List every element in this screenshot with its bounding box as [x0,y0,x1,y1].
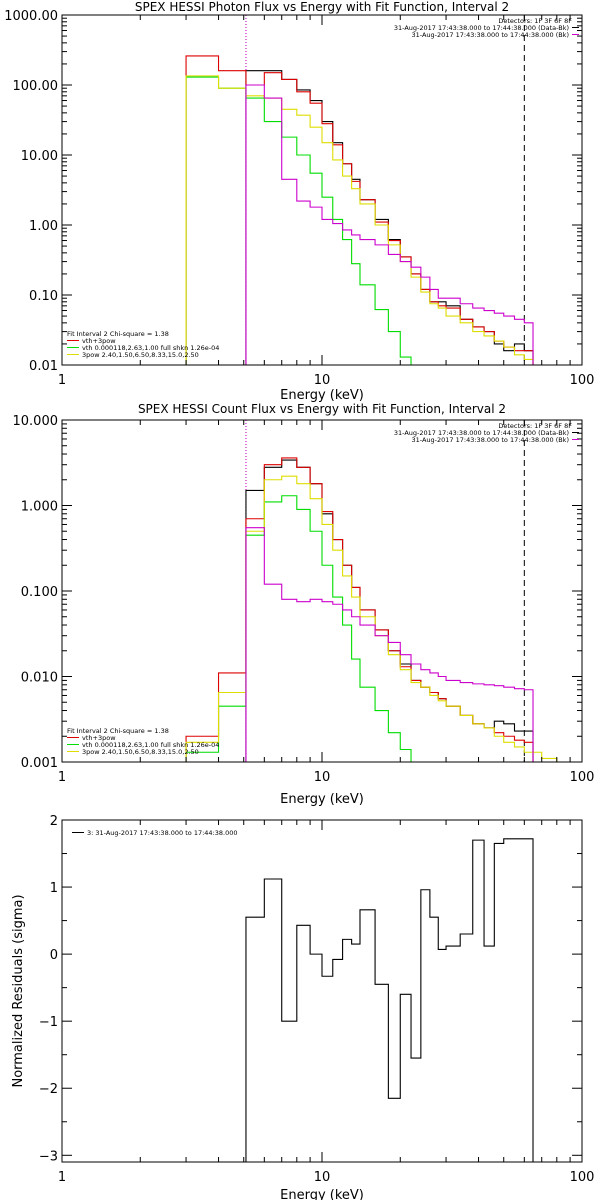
plot-panel-1: SPEX HESSI Photon Flux vs Energy with Fi… [4,0,594,403]
plot-frame [61,419,583,763]
legend-entry: vth 0.000118,2.63,1.00 full shkn 1.26e-0… [82,741,219,749]
x-tick-label: 100 [570,1170,595,1185]
legend-entry: vth+3pow [82,734,116,742]
chart-title: SPEX HESSI Photon Flux vs Energy with Fi… [135,0,509,14]
legend-header: Fit Interval 2 Chi-square = 1.38 [67,330,169,338]
x-tick-label: 1 [58,373,66,388]
series-line-5 [245,527,534,762]
y-tick-label: 10.00 [21,149,58,164]
x-tick-label: 100 [570,770,595,785]
series-line-1 [245,459,534,762]
legend-entry: 31-Aug-2017 17:43:38.000 to 17:44:38.000… [412,436,569,444]
series-line-4 [185,75,534,365]
legend-entry: 3pow 2.40,1.50,6.50,8.33,15.0,2.50 [82,748,199,756]
series-group [185,457,566,762]
series-line-4 [185,475,566,762]
y-tick-label: −3 [39,1149,58,1164]
y-tick-label: 0.010 [21,671,58,686]
y-tick-label: 1000.00 [4,9,58,24]
x-axis: 1 10 100 Energy (keV) [58,820,595,1203]
plot-frame [61,819,583,1163]
y-axis-label: Normalized Residuals (sigma) [11,894,26,1087]
series-group [185,55,534,365]
x-tick-label: 100 [570,373,595,388]
x-tick-label: 1 [58,1170,66,1185]
plot-panel-2: SPEX HESSI Count Flux vs Energy with Fit… [13,402,595,807]
legend-entry: 3: 31-Aug-2017 17:43:38.000 to 17:44:38.… [87,829,238,837]
series-line-1 [245,70,534,365]
y-axis: −3 −2 −1 0 1 2 Normalized Residuals (sigma) [11,814,582,1164]
series-group [245,838,534,1162]
legend-header: Detectors: 1F 3F 6F 8F [498,422,572,430]
y-axis: 0.01 0.10 1.00 10.00 100.00 1000.00 [4,9,582,374]
x-tick-label: 10 [314,1170,331,1185]
y-tick-label: 100.00 [13,79,59,94]
y-tick-label: 0.001 [21,756,58,771]
y-axis: 0.001 0.010 0.100 1.000 10.000 [13,414,582,771]
y-tick-label: 10.000 [13,414,59,429]
series-line-2 [185,55,534,365]
plot-panel-3: 1 10 100 Energy (keV) −3 −2 −1 0 1 2 Normalized Re… [11,814,595,1203]
legend-entry: 31-Aug-2017 17:43:38.000 to 17:44:38.000… [394,429,569,437]
legend-top: 3: 31-Aug-2017 17:43:38.000 to 17:44:38.… [72,829,238,837]
legend-entry: 31-Aug-2017 17:43:38.000 to 17:44:38.000… [412,31,569,39]
x-tick-label: 1 [58,770,66,785]
y-tick-label: 1.000 [21,500,58,515]
x-axis-label: Energy (keV) [280,388,364,403]
legend-header: Fit Interval 2 Chi-square = 1.38 [67,727,169,735]
y-tick-label: −1 [39,1015,58,1030]
series-line-5 [245,84,534,365]
y-tick-label: 0.01 [29,359,58,374]
y-tick-label: 0.100 [21,585,58,600]
y-tick-label: 0 [50,948,58,963]
x-axis-label: Energy (keV) [280,1188,364,1200]
legend-entry: 31-Aug-2017 17:43:38.000 to 17:44:38.000… [394,24,569,32]
legend-entry: vth 0.000118,2.63,1.00 full shkn 1.26e-0… [82,344,219,352]
y-tick-label: 1 [50,881,58,896]
x-axis-label: Energy (keV) [280,792,364,807]
series-line-3 [185,76,439,365]
y-tick-label: −2 [39,1082,58,1097]
y-tick-label: 1.00 [29,219,58,234]
chart-title: SPEX HESSI Count Flux vs Energy with Fit… [138,402,506,416]
legend-entry: vth+3pow [82,337,116,345]
legend-fit: Fit Interval 2 Chi-square = 1.38vth+3pow… [67,727,219,756]
legend-entry: 3pow 2.40,1.50,6.50,8.33,15.0,2.50 [82,351,199,359]
series-line-1 [245,838,534,1162]
x-axis: 1 10 100 Energy (keV) [58,420,595,807]
y-tick-label: 0.10 [29,289,58,304]
legend-fit: Fit Interval 2 Chi-square = 1.38vth+3pow… [67,330,219,359]
series-line-3 [185,495,420,762]
x-tick-label: 10 [314,373,331,388]
x-tick-label: 10 [314,770,331,785]
y-tick-label: 2 [50,814,58,829]
legend-header: Detectors: 1F 3F 6F 8F [498,17,572,25]
x-axis: 1 10 100 Energy (keV) [58,15,595,403]
